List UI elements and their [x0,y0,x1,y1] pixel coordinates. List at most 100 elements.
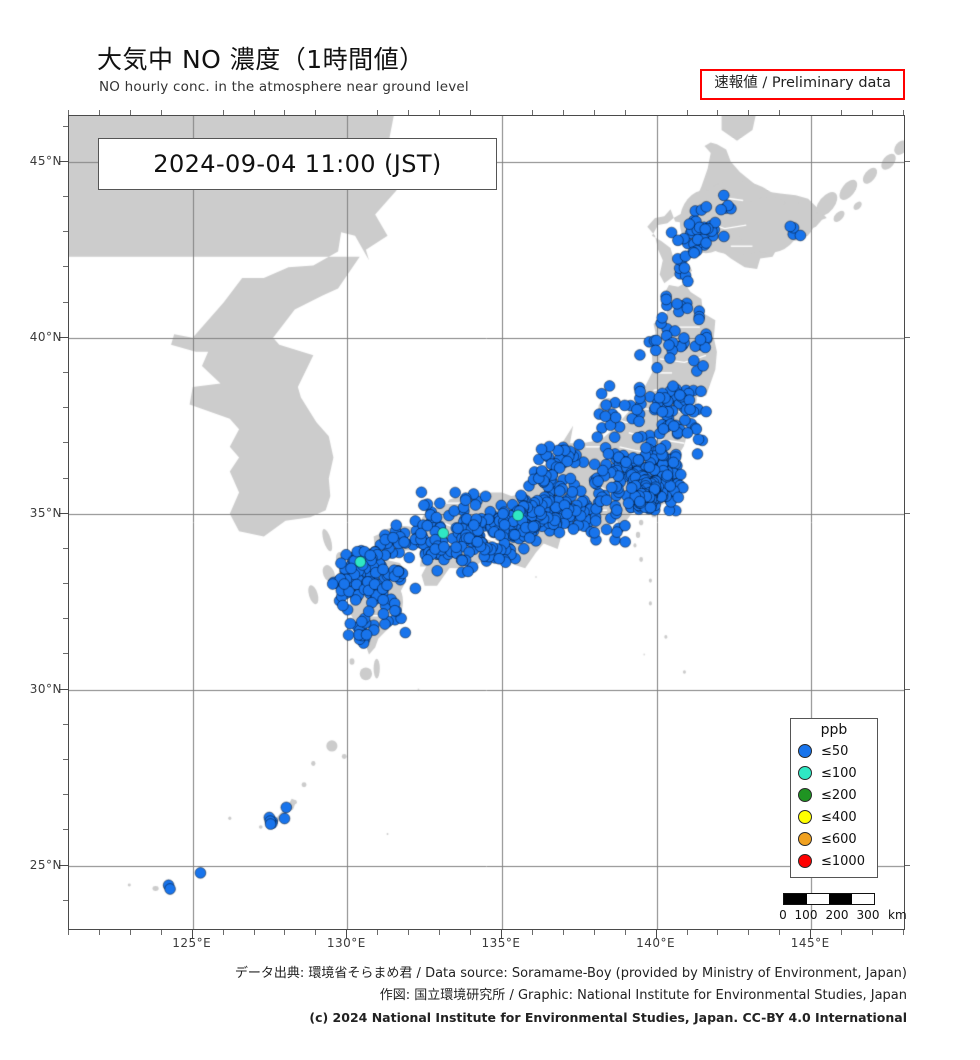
x-tick-minor-top [408,110,410,115]
x-tick [191,930,193,939]
y-tick-minor [63,266,68,268]
page-title: 大気中 NO 濃度（1時間値） [97,45,425,74]
y-tick-minor [63,653,68,655]
y-tick-right [905,864,910,866]
y-tick-minor [63,231,68,233]
y-tick-minor [63,125,68,127]
legend-row: ≤400 [791,806,877,828]
x-tick-minor [222,930,224,935]
y-tick-minor [63,723,68,725]
x-tick-minor [408,930,410,935]
scale-bar-label-0: 0 [779,908,787,922]
x-tick-minor-top [717,110,719,115]
legend-color-swatch [798,744,812,758]
legend: ppb ≤50 ≤100 ≤200 ≤400 ≤600 ≤1000 [790,718,878,878]
x-tick-minor [872,930,874,935]
y-tick [59,160,68,162]
y-tick-minor [63,618,68,620]
y-axis-label: 25°N [29,857,62,872]
x-tick-minor-top [284,110,286,115]
x-tick-minor-top [377,110,379,115]
y-tick-minor [63,899,68,901]
x-tick-minor [160,930,162,935]
scale-bar-segment-4 [851,894,874,904]
footer-graphic-credit: 作図: 国立環境研究所 / Graphic: National Institut… [379,988,907,1003]
legend-color-swatch [798,810,812,824]
x-tick [810,930,812,939]
scale-bar-label-300: 300 [856,908,880,922]
y-tick [59,688,68,690]
legend-color-swatch [798,766,812,780]
legend-rows: ≤50 ≤100 ≤200 ≤400 ≤600 ≤1000 [791,740,877,872]
x-tick-minor [903,930,904,935]
y-tick-minor [63,794,68,796]
x-tick-minor-top [160,110,162,115]
legend-item-label: ≤50 [821,743,849,759]
legend-row: ≤600 [791,828,877,850]
y-axis-label: 40°N [29,329,62,344]
map-canvas [69,116,904,929]
x-tick-minor-top [315,110,317,115]
scale-bar-label-100: 100 [794,908,818,922]
x-tick-minor-top [779,110,781,115]
x-tick-minor [593,930,595,935]
scale-bar-segment-2 [806,894,829,904]
footer-copyright: (c) 2024 National Institute for Environm… [309,1010,907,1025]
y-tick [59,864,68,866]
x-tick-minor-top [98,110,100,115]
x-tick-minor-top [903,110,904,115]
x-tick-minor [470,930,472,935]
x-tick-minor [624,930,626,935]
x-tick-minor [531,930,533,935]
x-tick-minor-top [253,110,255,115]
legend-item-label: ≤200 [821,787,857,803]
scale-bar-segment-3 [829,894,852,904]
legend-color-swatch [798,832,812,846]
footer-data-source: データ出典: 環境省そらまめ君 / Data source: Soramame-… [234,966,907,981]
legend-color-swatch [798,788,812,802]
y-tick-minor [63,583,68,585]
y-tick [59,336,68,338]
y-tick-minor [63,407,68,409]
x-tick-minor [562,930,564,935]
y-tick-right [905,512,910,514]
scale-bar [783,893,875,905]
x-tick [346,930,348,939]
x-tick-minor-top [531,110,533,115]
x-tick-minor-top [686,110,688,115]
y-tick-minor [63,477,68,479]
x-axis-label: 140°E [636,936,676,950]
legend-item-label: ≤1000 [821,853,865,869]
y-tick-minor [63,759,68,761]
x-tick-minor-top [593,110,595,115]
y-tick-minor [63,195,68,197]
x-tick-minor [841,930,843,935]
y-axis-label: 35°N [29,505,62,520]
y-tick-minor [63,547,68,549]
x-tick-minor-top [748,110,750,115]
y-tick-right [905,336,910,338]
footer: データ出典: 環境省そらまめ君 / Data source: Soramame-… [0,963,980,1029]
legend-row: ≤50 [791,740,877,762]
x-axis-label: 135°E [481,936,521,950]
y-tick-right [905,688,910,690]
y-tick-minor [63,371,68,373]
x-tick-minor [748,930,750,935]
x-tick-minor [98,930,100,935]
timestamp-label: 2024-09-04 11:00 (JST) [98,138,497,190]
legend-item-label: ≤400 [821,809,857,825]
x-tick [500,930,502,939]
x-tick-minor-top [68,110,69,115]
x-tick-minor [253,930,255,935]
y-tick-minor [63,442,68,444]
x-tick [655,930,657,939]
legend-title: ppb [820,722,848,738]
x-tick-minor-top [470,110,472,115]
scale-bar-labels: 0 100 200 300 km [770,908,910,924]
map-plot-area[interactable] [68,115,905,930]
scale-bar-label-200: 200 [825,908,849,922]
x-tick-minor [68,930,69,935]
x-tick-minor-top [562,110,564,115]
y-tick-right [905,160,910,162]
x-tick-minor [377,930,379,935]
